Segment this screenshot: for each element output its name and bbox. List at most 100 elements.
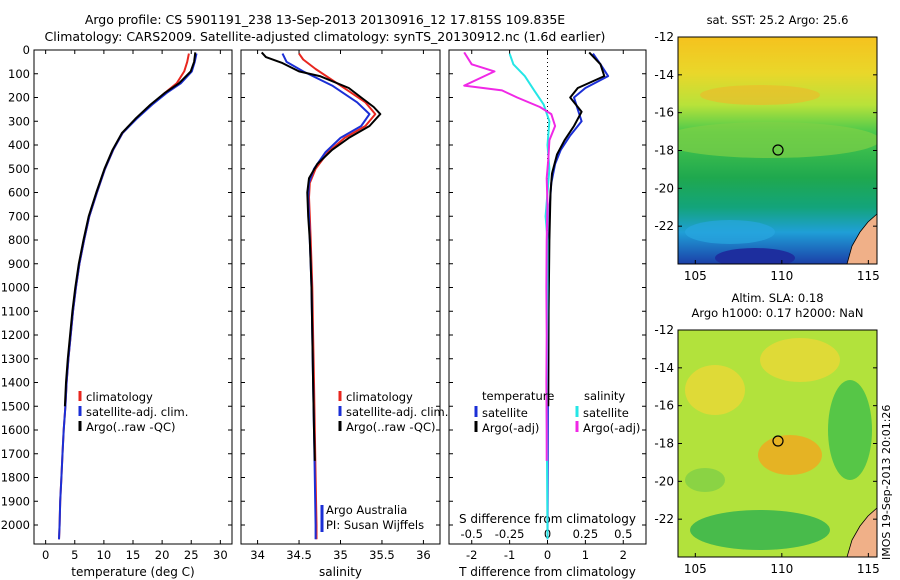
x2-tick-label: 0.5 (614, 527, 632, 541)
depth-tick-label: 1600 (1, 423, 30, 437)
sst-green-band (678, 122, 877, 158)
x-tick-label: 1 (582, 548, 589, 562)
map-y-tick-label: -16 (654, 399, 674, 413)
legend-label: Argo(-adj) (583, 421, 640, 435)
map-subtitle: Argo h1000: 0.17 h2000: NaN (691, 306, 863, 320)
legend-label: satellite (583, 406, 629, 420)
map-y-tick-label: -22 (654, 219, 674, 233)
x-tick-label: 35 (333, 548, 348, 562)
profile-panel-3: -2 -1 0 1 2 T difference from climatology -0.5… (448, 49, 647, 579)
depth-tick-label: 500 (8, 162, 30, 176)
series-line-climatology (298, 53, 377, 540)
x-axis-label: salinity (319, 565, 362, 579)
x2-tick-label: 0.25 (573, 527, 599, 541)
sla-yellow-blob-1 (685, 365, 745, 415)
series-line-argo (63, 52, 197, 407)
legend-label: climatology (346, 390, 413, 404)
sla-coastline-land (846, 507, 877, 557)
x-tick-label: 30 (213, 548, 228, 562)
depth-tick-label: 700 (8, 209, 30, 223)
series-line-argo_salinity_adj (463, 51, 557, 461)
map-y-tick-label: -22 (654, 512, 674, 526)
x-tick-label: 34 (250, 548, 265, 562)
map-y-tick-label: -12 (654, 30, 674, 44)
depth-tick-label: 1900 (1, 494, 30, 508)
x-axis-label: T difference from climatology (458, 565, 636, 579)
map-axes-1: 105 110 115 -12 -14 -16 -18 -20 -22 sat. SST: 25.… (654, 13, 879, 283)
depth-tick-label: 1700 (1, 447, 30, 461)
map-y-tick-label: -12 (654, 323, 674, 337)
map-y-tick-label: -20 (654, 181, 674, 195)
depth-tick-label: 400 (8, 138, 30, 152)
depth-tick-label: 1500 (1, 399, 30, 413)
x-tick-label: 36 (416, 548, 431, 562)
legend-label: Argo(..raw -QC) (86, 420, 176, 434)
profile-panel-1: 0 100 200 300 400 500 600 700 800 900 1000 1100 1200… (1, 43, 233, 579)
legend-label: satellite (482, 406, 528, 420)
x-tick-label: 10 (97, 548, 112, 562)
map-y-tick-label: -14 (654, 68, 674, 82)
x-tick-label: -1 (504, 548, 515, 562)
series-line-argo (547, 51, 606, 407)
depth-tick-label: 2000 (1, 518, 30, 532)
x-tick-label: 34.5 (286, 548, 312, 562)
figure-title-line2: Climatology: CARS2009. Satellite-adjuste… (44, 29, 606, 44)
depth-tick-label: 800 (8, 233, 30, 247)
x-axis-label: temperature (deg C) (71, 565, 194, 579)
panel-frame (33, 49, 233, 545)
depth-tick-label: 1300 (1, 352, 30, 366)
sst-deep-patch (715, 248, 795, 264)
series-line-climatology (58, 53, 190, 540)
depth-tick-label: 1200 (1, 328, 30, 342)
map-title: sat. SST: 25.2 Argo: 25.6 (707, 13, 849, 27)
x-tick-label: 25 (184, 548, 199, 562)
x-tick-label: 0 (42, 548, 49, 562)
series-line-argo (260, 51, 382, 461)
depth-tick-label: 900 (8, 257, 30, 271)
profile-panel-2: 34 34.5 35 35.5 36 salinity climatologysatelli… (240, 49, 448, 579)
x-tick-label: 15 (126, 548, 141, 562)
map-y-tick-label: -18 (654, 144, 674, 158)
depth-tick-label: 1000 (1, 281, 30, 295)
timestamp-stamp: IMOS 19-Sep-2013 20:01:26 (880, 404, 893, 560)
map-axes-2: 105 110 115 -12 -14 -16 -18 -20 -22 Altim. SLA: 0… (654, 291, 879, 576)
legend-group-label: salinity (584, 389, 625, 403)
attribution-text: PI: Susan Wijffels (326, 518, 424, 532)
map-title: Altim. SLA: 0.18 (731, 291, 823, 305)
argo-position-marker-sla (772, 435, 784, 447)
sla-green-blob-2 (690, 510, 830, 550)
sla-yellow-blob-2 (760, 338, 840, 382)
sla-green-blob-1 (828, 380, 872, 480)
legend: temperature salinitysatelliteArgo(-adj)sa… (474, 389, 640, 435)
map-x-tick-label: 105 (684, 269, 707, 283)
depth-tick-label: 1400 (1, 376, 30, 390)
map-x-tick-label: 115 (857, 269, 880, 283)
series-line-satellite (546, 53, 610, 540)
depth-tick-label: 100 (8, 67, 30, 81)
depth-tick-label: 1100 (1, 304, 30, 318)
map-x-tick-label: 110 (770, 562, 793, 576)
depth-tick-label: 600 (8, 186, 30, 200)
x-tick-label: 5 (71, 548, 78, 562)
map-y-tick-label: -16 (654, 106, 674, 120)
legend-label: satellite-adj. clim. (86, 405, 188, 419)
sst-warm-patch (700, 85, 820, 105)
x-tick-label: 20 (155, 548, 170, 562)
x-tick-label: 0 (544, 548, 551, 562)
x2-tick-label: -0.25 (495, 527, 525, 541)
depth-tick-label: 200 (8, 91, 30, 105)
legend-label: Argo(-adj) (482, 421, 539, 435)
legend-label: climatology (86, 390, 153, 404)
sst-cool-patch (685, 220, 775, 244)
x2-tick-label: -0.5 (461, 527, 483, 541)
figure-title-line1: Argo profile: CS 5901191_238 13-Sep-2013… (84, 12, 566, 27)
series-line-sat_salinity (508, 53, 551, 540)
depth-tick-label: 300 (8, 114, 30, 128)
x-tick-label: 35.5 (369, 548, 395, 562)
argo-position-marker-sst (772, 144, 784, 156)
legend-label: satellite-adj. clim. (346, 405, 448, 419)
map-y-tick-label: -20 (654, 474, 674, 488)
x-tick-label: -2 (466, 548, 477, 562)
